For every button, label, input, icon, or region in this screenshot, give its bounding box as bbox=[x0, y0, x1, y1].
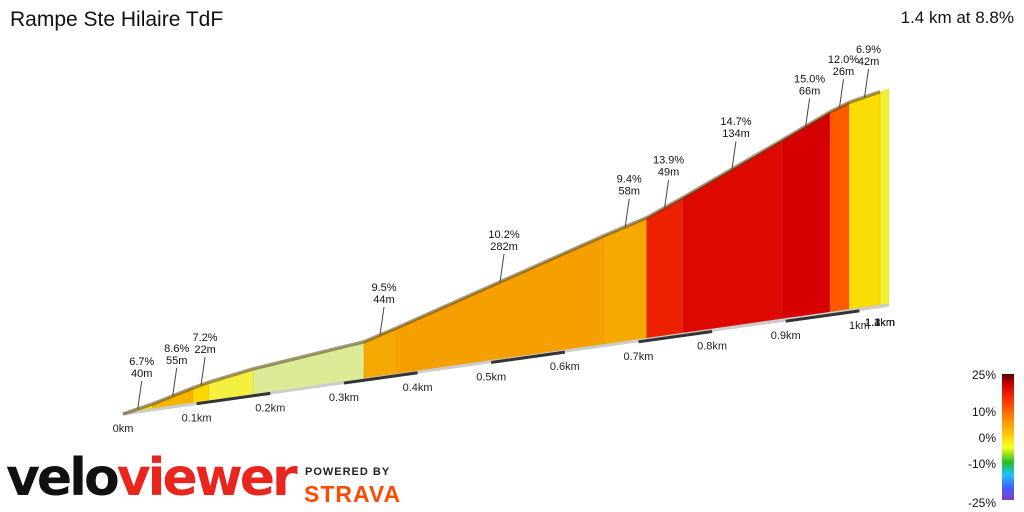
segment-leader-line bbox=[172, 367, 178, 397]
distance-tick-label: 0km bbox=[113, 423, 134, 435]
legend-label-max: 25% bbox=[971, 368, 996, 382]
legend-label-min: -25% bbox=[967, 496, 996, 510]
segment-grade-label: 8.6% bbox=[164, 343, 189, 355]
grade-color-scale bbox=[1002, 374, 1014, 500]
logo-viewer: viewer bbox=[116, 448, 298, 508]
segment-grade-label: 12.0% bbox=[828, 54, 859, 66]
segment-grade-label: 10.2% bbox=[488, 229, 519, 241]
segment-grade-label: 15.0% bbox=[794, 73, 825, 85]
gradient-slice-9 bbox=[646, 197, 683, 342]
segment-length-label: 66m bbox=[799, 85, 820, 97]
strava-logo: STRAVA bbox=[304, 481, 402, 507]
segment-grade-label: 9.4% bbox=[617, 174, 642, 186]
segment-length-label: 44m bbox=[373, 294, 394, 306]
powered-by-text: POWERED BY bbox=[305, 466, 391, 478]
segment-leader-line bbox=[839, 79, 844, 108]
logo-velo: velo bbox=[6, 448, 120, 508]
distance-tick-label: 1.3km bbox=[865, 317, 895, 329]
distance-tick-label: 1km bbox=[849, 320, 870, 332]
legend-label-10: 10% bbox=[971, 405, 996, 419]
distance-tick-label: 0.9km bbox=[771, 330, 801, 342]
segment-leader-line bbox=[137, 380, 143, 410]
distance-tick-label: 0.3km bbox=[329, 392, 359, 404]
distance-tick-label: 1.2km bbox=[865, 317, 895, 329]
segment-leader-line bbox=[864, 69, 870, 98]
segment-length-label: 49m bbox=[658, 167, 679, 179]
distance-tick-label: 1.1km bbox=[865, 317, 895, 329]
segment-labels-layer: 6.7%40m 8.6%55m 7.2%22m 9.5%44m 10.2%282m 9.4… bbox=[129, 44, 881, 410]
segment-leader-line bbox=[805, 98, 811, 127]
distance-tick-label: 0.6km bbox=[550, 361, 580, 373]
distance-ticks-layer: 0km 0.1km 0.2km 0.3km 0.4km 0.5km 0.6km 0.7km 0.… bbox=[113, 317, 895, 435]
distance-tick-label: 0.1km bbox=[182, 413, 212, 425]
segment-grade-label: 6.7% bbox=[129, 356, 154, 368]
segment-length-label: 26m bbox=[833, 66, 854, 78]
gradient-slice-12 bbox=[829, 101, 850, 316]
segment-length-label: 282m bbox=[490, 241, 518, 253]
distance-band-4 bbox=[490, 350, 566, 364]
segment-length-label: 134m bbox=[722, 128, 750, 140]
distance-band-6 bbox=[638, 330, 713, 344]
distance-tick-label: 0.4km bbox=[403, 382, 433, 394]
segment-length-label: 42m bbox=[858, 56, 879, 68]
veloviewer-logo: veloviewer bbox=[6, 452, 298, 504]
segment-length-label: 22m bbox=[194, 344, 215, 356]
distance-tick-label: 0.8km bbox=[697, 341, 727, 353]
distance-tick-label: 0.7km bbox=[623, 351, 653, 363]
legend-label-zero: 0% bbox=[978, 431, 996, 445]
distance-tick-label: 1.4km bbox=[865, 317, 895, 329]
baseline-layer bbox=[122, 303, 890, 416]
distance-tick-label: 0.5km bbox=[476, 371, 506, 383]
grade-legend: 25% 10% 0% -10% -25% bbox=[944, 368, 1014, 510]
climb-summary: 1.4 km at 8.8% bbox=[900, 8, 1014, 27]
chart-title: Rampe Ste Hilaire TdF bbox=[10, 8, 224, 31]
gradient-slice-13 bbox=[848, 91, 881, 313]
segment-length-label: 40m bbox=[131, 368, 152, 380]
distance-band-8 bbox=[785, 309, 860, 323]
distance-band-2 bbox=[343, 371, 418, 385]
segment-leader-line bbox=[624, 198, 630, 227]
segment-grade-label: 14.7% bbox=[720, 116, 751, 128]
distance-band-0 bbox=[196, 391, 271, 406]
profile-outline-layer bbox=[122, 90, 881, 416]
gradient-slice-11 bbox=[781, 111, 831, 323]
segment-grade-label: 6.9% bbox=[856, 44, 881, 56]
gradient-slice-7 bbox=[395, 235, 605, 377]
gradient-slice-8 bbox=[603, 217, 647, 348]
profile-ridge-line bbox=[122, 90, 881, 416]
segment-leader-line bbox=[731, 141, 737, 170]
segment-grade-label: 13.9% bbox=[653, 155, 684, 167]
segment-grade-label: 9.5% bbox=[371, 282, 396, 294]
segment-leader-line bbox=[499, 253, 505, 282]
segment-leader-line bbox=[664, 179, 670, 208]
segment-leader-line bbox=[379, 306, 385, 336]
legend-label-neg10: -10% bbox=[967, 457, 996, 471]
segment-length-label: 55m bbox=[166, 355, 187, 367]
segment-grade-label: 7.2% bbox=[193, 332, 218, 344]
distance-tick-label: 0.2km bbox=[255, 402, 285, 414]
profile-end-face bbox=[879, 88, 890, 309]
segment-leader-line bbox=[200, 356, 206, 386]
segment-length-label: 58m bbox=[619, 186, 640, 198]
